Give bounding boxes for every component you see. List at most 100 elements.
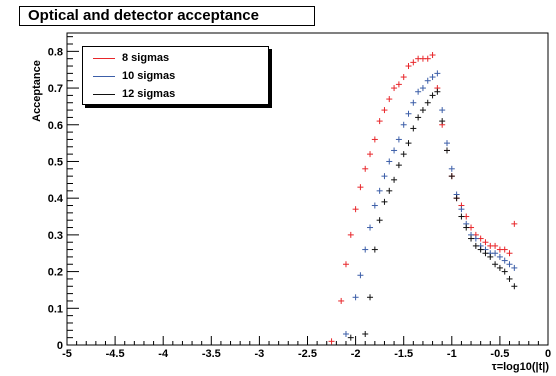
data-point: [419, 85, 426, 92]
data-point: [482, 239, 489, 246]
y-tick-label: 0.7: [48, 83, 63, 95]
data-point: [482, 250, 489, 257]
data-point: [501, 268, 508, 275]
data-point: [367, 224, 374, 231]
data-point: [371, 202, 378, 209]
x-tick-label: -3.5: [202, 348, 221, 360]
data-point: [443, 140, 450, 147]
x-tick-label: -1.5: [394, 348, 413, 360]
x-tick-label: -2: [351, 348, 361, 360]
data-point: [429, 92, 436, 99]
legend-entry-10-sigmas: 10 sigmas: [83, 68, 268, 86]
data-point: [362, 165, 369, 172]
x-tick-label: -1: [447, 348, 457, 360]
chart-title: Optical and detector acceptance: [19, 6, 315, 26]
data-point: [395, 81, 402, 88]
data-point: [362, 330, 369, 337]
data-point: [376, 187, 383, 194]
data-point: [419, 107, 426, 114]
data-point: [429, 74, 436, 81]
y-tick-label: 0.5: [48, 156, 63, 168]
x-axis-label: τ=log10(|t|): [492, 361, 550, 373]
data-point: [395, 136, 402, 143]
data-point: [381, 198, 388, 205]
data-point: [386, 96, 393, 103]
data-point: [434, 70, 441, 77]
y-tick-label: 0: [57, 340, 63, 352]
y-axis-label: Acceptance: [31, 60, 43, 122]
data-point: [367, 294, 374, 301]
x-tick-label: -0.5: [490, 348, 509, 360]
axis-ticks: [66, 36, 549, 346]
data-point: [357, 272, 364, 279]
data-point: [328, 338, 335, 345]
data-point: [448, 165, 455, 172]
data-point: [381, 107, 388, 114]
data-point: [395, 162, 402, 169]
legend-label: 8 sigmas: [122, 52, 170, 64]
legend-swatch-8-sigmas: [93, 58, 115, 59]
data-point: [434, 88, 441, 95]
data-point: [376, 118, 383, 125]
data-point: [511, 264, 518, 271]
x-tick-label: -5: [62, 348, 72, 360]
data-point: [400, 74, 407, 81]
data-point: [477, 246, 484, 253]
data-point: [429, 52, 436, 59]
data-point: [424, 55, 431, 62]
data-point: [424, 77, 431, 84]
data-point: [496, 264, 503, 271]
data-point: [342, 261, 349, 268]
data-point: [443, 147, 450, 154]
data-point: [511, 220, 518, 227]
data-point: [453, 195, 460, 202]
x-tick-label: -2.5: [298, 348, 317, 360]
data-point: [405, 63, 412, 70]
data-point: [501, 257, 508, 264]
data-point: [400, 151, 407, 158]
data-point: [415, 114, 422, 121]
data-point: [439, 107, 446, 114]
legend-label: 10 sigmas: [122, 70, 176, 82]
data-point: [405, 140, 412, 147]
data-point: [352, 206, 359, 213]
legend-entry-12-sigmas: 12 sigmas: [83, 86, 268, 104]
legend: 8 sigmas 10 sigmas 12 sigmas: [82, 46, 269, 105]
data-point: [338, 297, 345, 304]
data-point: [386, 187, 393, 194]
data-point: [506, 275, 513, 282]
data-point: [415, 88, 422, 95]
data-point: [367, 151, 374, 158]
data-point: [391, 176, 398, 183]
data-point: [458, 206, 465, 213]
data-point: [492, 250, 499, 257]
data-point: [371, 136, 378, 143]
y-tick-label: 0.6: [48, 120, 63, 132]
data-point: [371, 246, 378, 253]
data-point: [463, 224, 470, 231]
data-point: [381, 173, 388, 180]
data-point: [496, 253, 503, 260]
data-point: [357, 184, 364, 191]
data-point: [506, 261, 513, 268]
y-tick-label: 0.3: [48, 230, 63, 242]
data-point: [410, 59, 417, 66]
data-point: [448, 173, 455, 180]
data-point: [492, 242, 499, 249]
data-point: [386, 158, 393, 165]
legend-swatch-10-sigmas: [93, 76, 115, 77]
series-12-sigmas: [347, 88, 518, 341]
data-point: [487, 253, 494, 260]
data-point: [391, 85, 398, 92]
data-point: [376, 217, 383, 224]
data-point: [342, 330, 349, 337]
data-point: [492, 261, 499, 268]
data-point: [468, 235, 475, 242]
data-point: [458, 213, 465, 220]
data-point: [501, 246, 508, 253]
data-point: [511, 283, 518, 290]
data-point: [439, 118, 446, 125]
legend-entry-8-sigmas: 8 sigmas: [83, 50, 268, 68]
x-tick-label: 0: [545, 348, 551, 360]
